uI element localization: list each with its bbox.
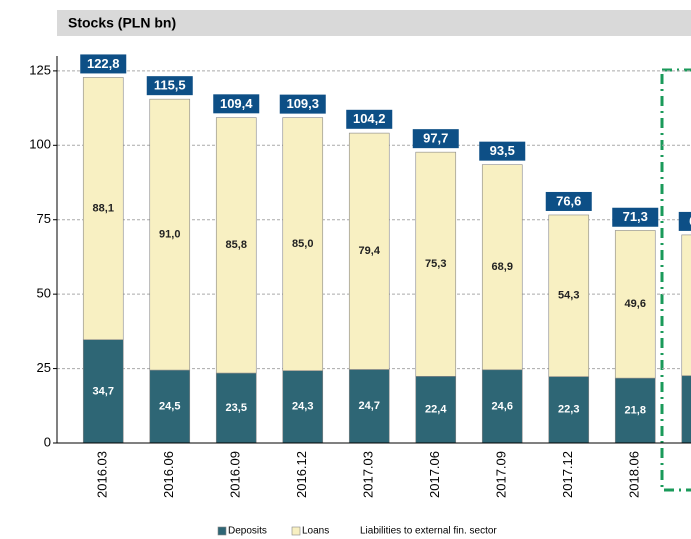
total-label: 97,7 — [423, 131, 448, 146]
total-label: 104,2 — [353, 111, 386, 126]
total-box — [479, 141, 526, 161]
legend-label: Deposits — [228, 526, 267, 537]
segment-label: 85,0 — [292, 238, 313, 250]
legend-note: Liabilities to external fin. sector — [360, 526, 497, 537]
bar-segment — [149, 98, 191, 371]
bar-segment — [681, 375, 691, 444]
x-tick-label: 2016.06 — [161, 451, 176, 498]
segment-label: 24,6 — [492, 400, 513, 412]
chart-title: Stocks (PLN bn) — [68, 15, 176, 31]
legend-label: Loans — [302, 526, 329, 537]
segment-label: 68,9 — [492, 261, 513, 273]
bar-segment — [82, 77, 124, 341]
legend-swatch — [291, 526, 301, 536]
total-box — [279, 94, 326, 114]
total-box — [612, 207, 659, 227]
x-tick-label: 2016.09 — [228, 451, 243, 498]
total-box — [678, 211, 691, 231]
total-box — [545, 191, 592, 211]
total-label: 122,8 — [87, 56, 120, 71]
total-label: 76,6 — [556, 193, 581, 208]
bar-segment — [614, 377, 656, 444]
bar-segment — [415, 151, 457, 377]
title-band — [57, 10, 691, 36]
x-tick-label: 2017.06 — [427, 451, 442, 498]
total-label: 109,3 — [286, 96, 319, 111]
y-tick-label: 25 — [37, 360, 51, 375]
bar-segment — [481, 164, 523, 371]
bar-segment — [215, 117, 257, 374]
total-box — [412, 129, 459, 149]
bar-segment — [82, 339, 124, 444]
segment-label: 23,5 — [226, 402, 247, 414]
y-tick-label: 100 — [29, 137, 51, 152]
segment-label: 79,4 — [359, 245, 381, 257]
y-tick-label: 0 — [44, 434, 51, 449]
segment-label: 49,6 — [625, 298, 646, 310]
total-box — [80, 54, 127, 74]
y-tick-label: 75 — [37, 211, 51, 226]
segment-label: 24,3 — [292, 401, 313, 413]
bar-segment — [149, 369, 191, 444]
bar-segment — [282, 370, 324, 444]
total-box — [146, 76, 193, 96]
segment-label: 34,7 — [93, 385, 114, 397]
total-label: 109,4 — [220, 96, 253, 111]
highlight-frame — [660, 68, 691, 492]
segment-label: 24,5 — [159, 400, 180, 412]
bar-segment — [348, 369, 390, 444]
bar-segment — [282, 117, 324, 371]
total-label: 93,5 — [490, 143, 515, 158]
bar-segment — [681, 234, 691, 377]
x-tick-label: 2017.09 — [494, 451, 509, 498]
bar-segment — [548, 214, 590, 377]
segment-label: 22,4 — [425, 404, 447, 416]
segment-label: 24,7 — [359, 400, 380, 412]
bar-segment — [215, 372, 257, 444]
bar-segment — [548, 376, 590, 444]
y-tick-label: 125 — [29, 62, 51, 77]
total-box — [213, 94, 260, 114]
total-label: 115,5 — [154, 78, 186, 93]
segment-label: 22,3 — [558, 404, 579, 416]
bar-segment — [348, 132, 390, 370]
segment-label: 75,3 — [425, 258, 446, 270]
segment-label: 54,3 — [558, 290, 579, 302]
segment-label: 88,1 — [93, 202, 114, 214]
x-tick-label: 2016.03 — [95, 451, 110, 498]
bar-segment — [481, 369, 523, 444]
total-box — [346, 109, 393, 129]
total-label: 69,9 — [689, 213, 691, 228]
bar-segment — [614, 230, 656, 379]
segment-label: 91,0 — [159, 229, 180, 241]
segment-label: 85,8 — [226, 239, 247, 251]
legend-swatch — [217, 526, 227, 536]
x-tick-label: 2016.12 — [294, 451, 309, 498]
x-tick-label: 2017.12 — [560, 451, 575, 498]
y-tick-label: 50 — [37, 286, 51, 301]
x-tick-label: 2018.06 — [627, 451, 642, 498]
x-tick-label: 2017.03 — [361, 451, 376, 498]
segment-label: 21,8 — [625, 404, 646, 416]
total-label: 71,3 — [623, 209, 648, 224]
